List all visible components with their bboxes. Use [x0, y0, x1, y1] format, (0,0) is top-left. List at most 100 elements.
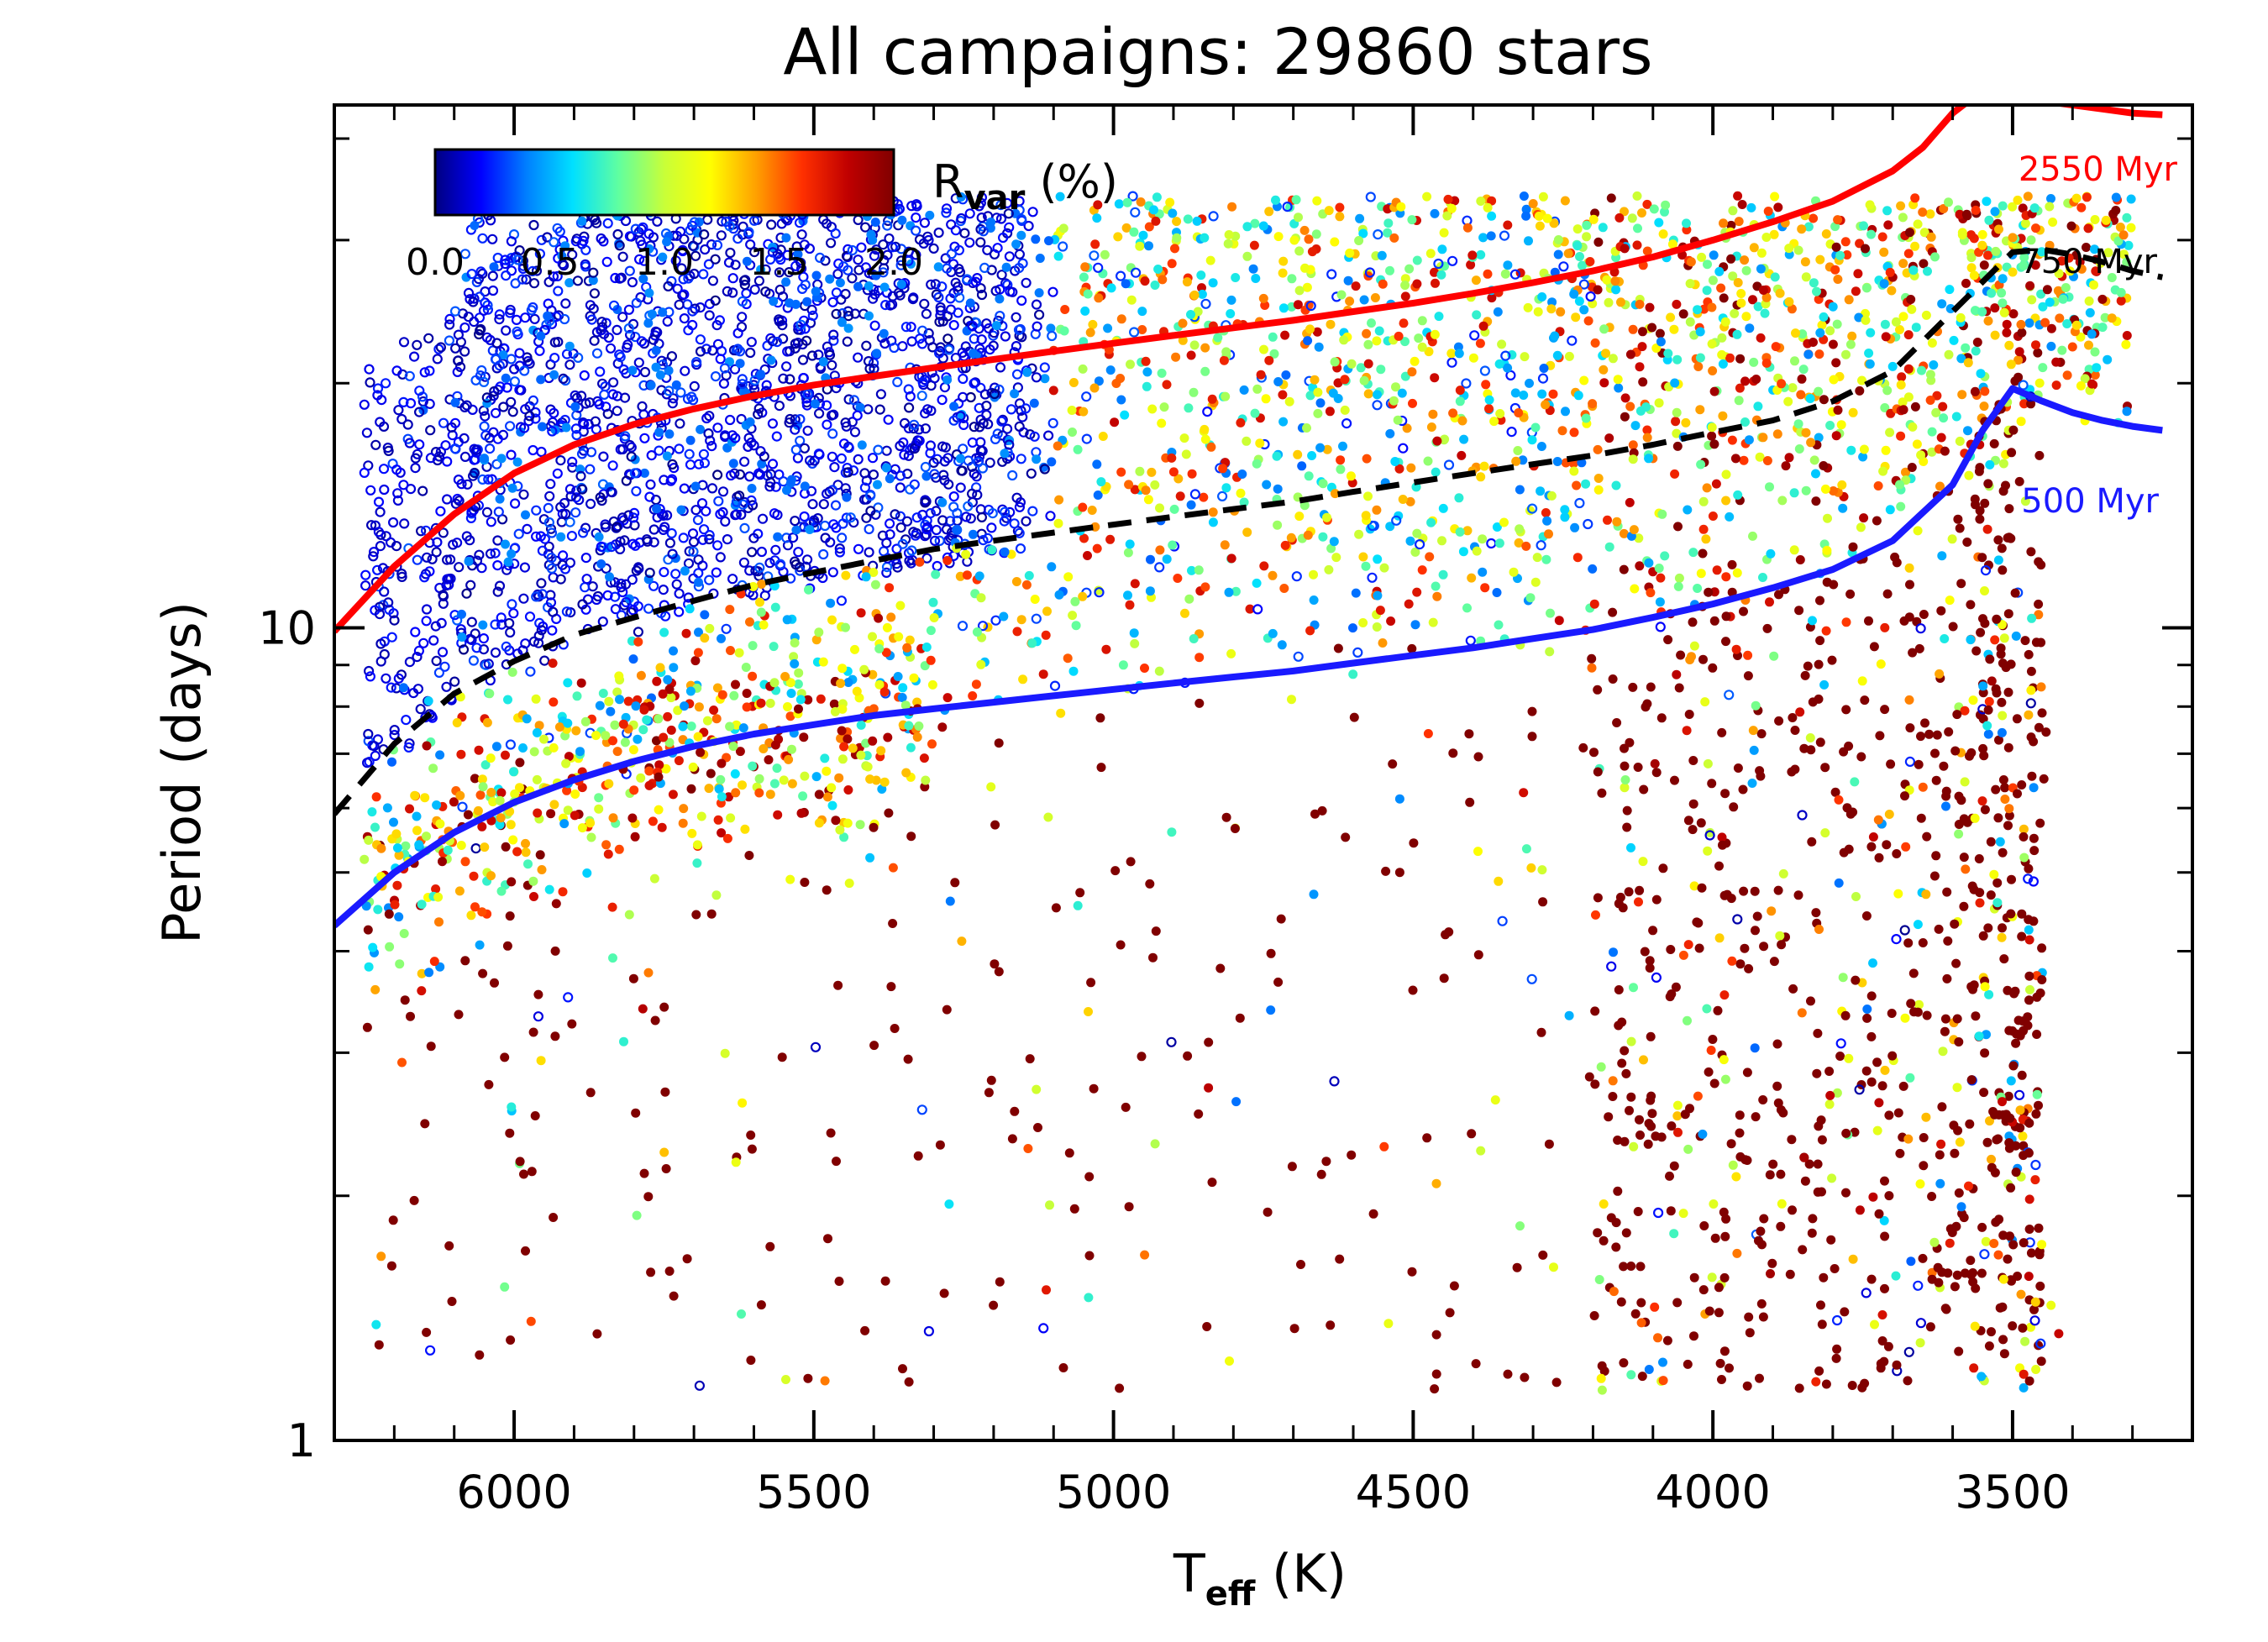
data-point	[1701, 534, 1711, 544]
data-point	[1278, 256, 1289, 266]
data-point	[1525, 506, 1535, 516]
data-point	[454, 361, 466, 372]
data-point	[595, 492, 606, 503]
data-point	[501, 270, 512, 281]
data-point	[1055, 191, 1065, 202]
data-point	[1800, 257, 1810, 267]
data-point	[1014, 249, 1026, 260]
data-point	[1957, 230, 1967, 240]
data-point	[1147, 467, 1157, 477]
data-point	[1788, 984, 1798, 994]
data-point	[490, 647, 501, 658]
data-point	[1880, 1065, 1890, 1075]
data-point	[1004, 222, 1015, 233]
data-point	[1833, 405, 1843, 415]
data-point	[714, 315, 726, 326]
data-point	[1756, 771, 1766, 781]
data-point	[887, 242, 898, 253]
data-point	[1635, 561, 1645, 571]
data-point	[1611, 1218, 1621, 1228]
data-point	[1096, 763, 1106, 773]
data-point	[420, 1119, 430, 1129]
data-point	[1248, 264, 1258, 274]
data-point	[2121, 339, 2131, 349]
data-point	[1347, 1150, 1357, 1160]
data-point	[1884, 1191, 1894, 1201]
data-point	[766, 355, 776, 365]
data-point	[615, 352, 626, 363]
data-point	[547, 625, 558, 636]
data-point	[701, 344, 712, 354]
data-point	[1766, 548, 1776, 559]
data-point	[706, 239, 717, 250]
data-point	[837, 308, 848, 319]
data-point	[1067, 406, 1077, 415]
data-point	[2019, 1238, 2029, 1248]
data-point	[1412, 528, 1422, 538]
data-point	[638, 274, 648, 284]
data-point	[1532, 553, 1542, 563]
data-point	[1814, 386, 1824, 396]
data-point	[681, 628, 691, 638]
data-point	[731, 496, 743, 507]
data-point	[1831, 431, 1841, 441]
data-point	[1196, 270, 1206, 281]
data-point	[1579, 375, 1589, 386]
data-point	[1084, 1007, 1093, 1016]
data-point	[1468, 353, 1478, 363]
data-point	[1801, 272, 1811, 282]
data-point	[916, 391, 927, 401]
data-point	[933, 291, 944, 303]
data-point	[1599, 1199, 1609, 1209]
data-point	[505, 1128, 515, 1138]
data-point	[637, 239, 648, 250]
data-point	[2054, 269, 2064, 279]
data-point	[1446, 357, 1457, 368]
data-point	[2080, 374, 2090, 384]
data-point	[948, 320, 959, 331]
data-point	[638, 1004, 648, 1014]
data-point	[1058, 1363, 1068, 1372]
data-point	[1263, 1207, 1273, 1217]
data-point	[1407, 1267, 1417, 1277]
data-point	[1940, 1026, 1950, 1036]
data-point	[1787, 1135, 1797, 1145]
data-point	[1866, 1077, 1877, 1087]
data-point	[2126, 223, 2136, 233]
data-point	[1969, 1363, 1979, 1373]
data-point	[2024, 318, 2034, 328]
data-point	[1200, 343, 1210, 353]
data-point	[682, 1254, 692, 1264]
data-point	[1728, 206, 1738, 216]
data-point	[1644, 1365, 1654, 1374]
data-point	[869, 568, 879, 577]
data-point	[747, 484, 757, 493]
data-point	[506, 253, 517, 264]
data-point	[1632, 240, 1642, 250]
data-point	[1476, 197, 1486, 206]
data-point	[627, 276, 638, 288]
data-point	[2087, 379, 2097, 389]
data-point	[387, 757, 396, 767]
data-point	[1936, 433, 1946, 443]
data-point	[1167, 453, 1177, 463]
data-point	[1809, 213, 1819, 223]
data-point	[1873, 815, 1883, 825]
data-point	[1877, 1336, 1887, 1346]
data-point	[655, 370, 665, 380]
data-point	[360, 569, 371, 580]
data-point	[1000, 449, 1010, 459]
data-point	[398, 683, 408, 693]
data-point	[606, 706, 616, 716]
data-point	[1003, 208, 1014, 219]
data-point	[599, 389, 610, 400]
data-point	[1407, 643, 1417, 653]
data-point	[1890, 552, 1900, 562]
data-point	[906, 545, 917, 556]
data-point	[1669, 1161, 1679, 1171]
data-point	[560, 241, 570, 251]
data-point	[559, 564, 571, 574]
data-point	[881, 567, 892, 579]
data-point	[1404, 264, 1415, 274]
data-point	[1990, 303, 2000, 313]
